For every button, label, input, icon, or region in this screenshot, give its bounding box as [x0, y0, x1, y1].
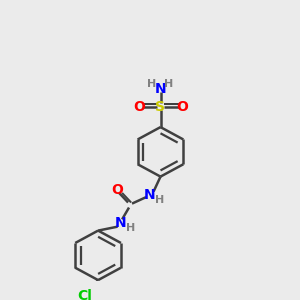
Text: H: H	[126, 223, 135, 233]
Text: N: N	[155, 82, 166, 96]
Text: Cl: Cl	[77, 289, 92, 300]
Text: H: H	[164, 79, 173, 88]
Text: O: O	[176, 100, 188, 114]
Text: H: H	[155, 195, 164, 205]
Text: S: S	[155, 100, 166, 114]
Text: N: N	[144, 188, 156, 202]
Text: O: O	[133, 100, 145, 114]
Text: O: O	[112, 183, 124, 197]
Text: N: N	[115, 216, 126, 230]
Text: H: H	[148, 79, 157, 88]
